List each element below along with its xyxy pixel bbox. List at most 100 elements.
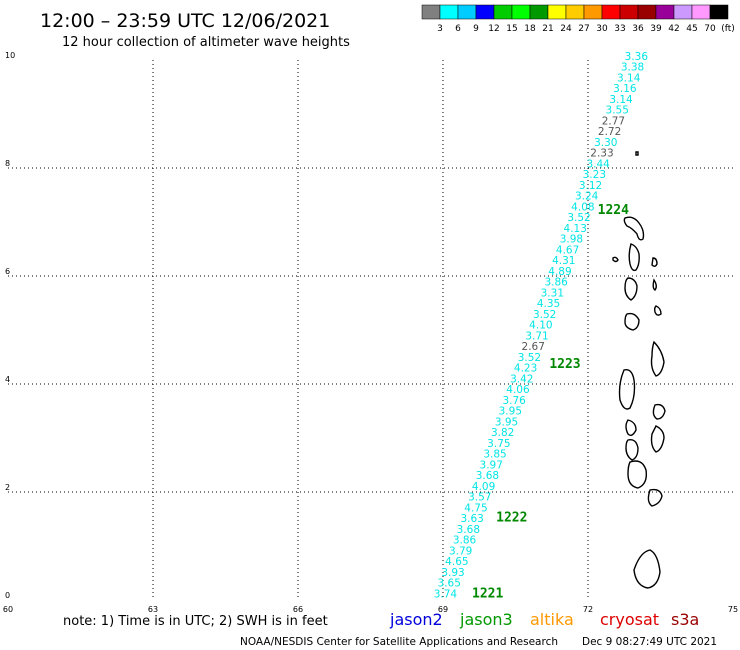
latitude-tick-label: 4 [5,375,10,384]
wave-height-value: 3.76 [502,395,526,407]
latitude-tick-label: 10 [5,51,15,60]
scale-label: (ft) [721,24,735,34]
wave-height-value: 3.14 [617,72,641,84]
island-outline [625,438,639,461]
island-outline [623,216,645,241]
scale-swatch [421,4,441,20]
wave-height-value: 4.13 [564,223,587,235]
time-label: 1224 [598,203,629,218]
island-outline [625,419,637,437]
scale-swatch [439,4,459,20]
wave-height-value: 3.30 [594,137,617,149]
wave-height-value: 3.23 [583,169,606,181]
wave-height-value: 4.08 [571,201,594,213]
island-outline [651,257,658,267]
wave-height-value: 4.06 [506,384,530,396]
timestamp-text: Dec 9 08:27:49 UTC 2021 [582,636,717,648]
wave-height-value: 2.67 [522,341,545,353]
scale-label: 18 [524,24,536,34]
island-outline [650,425,665,453]
island-outline [635,151,639,156]
scale-label: 36 [632,24,644,34]
scale-label: 70 [704,24,716,34]
wave-height-value: 3.52 [533,309,556,321]
wave-height-value: 4.75 [464,502,487,514]
island-outline [627,460,648,489]
island-outline [652,278,657,291]
wave-height-value: 3.86 [453,535,477,547]
scale-swatch [655,4,675,20]
wave-height-value: 3.79 [449,545,472,557]
scale-label: 33 [614,24,625,34]
scale-swatch [691,4,711,20]
wave-height-value: 3.12 [579,180,602,192]
satellite-name-cryosat: cryosat [600,610,659,629]
wave-height-value: 4.31 [552,255,575,267]
scale-label: 39 [650,24,662,34]
latitude-tick-labels: 0 2 4 6 8 10 [5,51,15,600]
scale-swatch [511,4,531,20]
jason3-track: 3.743.653.934.653.793.863.683.634.753.57… [434,51,649,600]
island-outline [618,369,636,410]
latitude-tick-label: 6 [5,267,10,276]
wave-height-value: 3.65 [438,578,461,590]
chart-title: 12:00 – 23:59 UTC 12/06/2021 [40,10,330,32]
satellite-name-altika: altika [530,610,574,629]
scale-label: 30 [596,24,608,34]
longitude-tick-label: 69 [438,605,448,614]
wave-height-value: 3.16 [613,83,637,95]
longitude-tick-label: 75 [728,605,738,614]
latitude-tick-label: 0 [5,591,10,600]
scale-swatch [493,4,513,20]
map-grid [8,60,733,600]
time-labels: 1221 1222 1223 1224 [472,203,629,601]
longitude-tick-label: 63 [148,605,158,614]
wave-height-value: 3.55 [606,105,629,117]
time-label: 1221 [472,586,503,601]
wave-height-value: 4.89 [548,266,571,278]
wave-height-value: 3.38 [621,62,644,74]
scale-label: 21 [542,24,553,34]
wave-height-value: 3.75 [487,438,510,450]
scale-label: 45 [686,24,697,34]
island-outline [652,403,666,420]
wave-height-value: 3.86 [544,277,568,289]
wave-height-value: 2.72 [598,126,621,138]
satellite-legend: jason2 jason3 altika cryosat s3a [389,610,699,629]
island-outline [612,256,619,263]
scale-swatch [619,4,639,20]
time-label: 1222 [496,511,527,526]
island-outline [653,305,662,316]
scale-label: 6 [455,24,461,34]
wave-height-value: 3.31 [541,287,564,299]
scale-label: 42 [668,24,679,34]
credit-text: NOAA/NESDIS Center for Satellite Applica… [240,636,558,648]
wave-height-value: 2.77 [602,115,625,127]
satellite-name-jason2: jason2 [389,610,443,629]
wave-height-value: 3.68 [457,524,480,536]
wave-height-color-scale: 3 6 9 12 15 18 21 24 27 30 33 36 39 42 45 70 (ft) [421,4,735,34]
island-outline [624,312,640,331]
island-outline [633,549,661,589]
chart-subtitle: 12 hour collection of altimeter wave hei… [62,35,350,50]
scale-swatch [547,4,567,20]
wave-height-value: 3.57 [468,492,491,504]
wave-height-value: 4.09 [472,481,495,493]
scale-swatch [529,4,549,20]
island-outline [650,340,665,377]
wave-height-value: 2.33 [590,148,613,160]
scale-label: 3 [437,24,443,34]
scale-label: 27 [578,24,589,34]
scale-label: 9 [473,24,479,34]
wave-height-value: 3.82 [491,427,514,439]
wave-height-value: 4.35 [537,298,560,310]
wave-height-value: 3.36 [625,51,649,63]
wave-height-value: 4.10 [529,320,552,332]
wave-height-value: 3.98 [560,234,583,246]
longitude-tick-label: 66 [293,605,303,614]
island-outlines [612,151,666,589]
scale-swatch [475,4,495,20]
island-outline [624,277,638,301]
wave-height-value: 4.67 [556,244,579,256]
scale-label: 15 [506,24,517,34]
